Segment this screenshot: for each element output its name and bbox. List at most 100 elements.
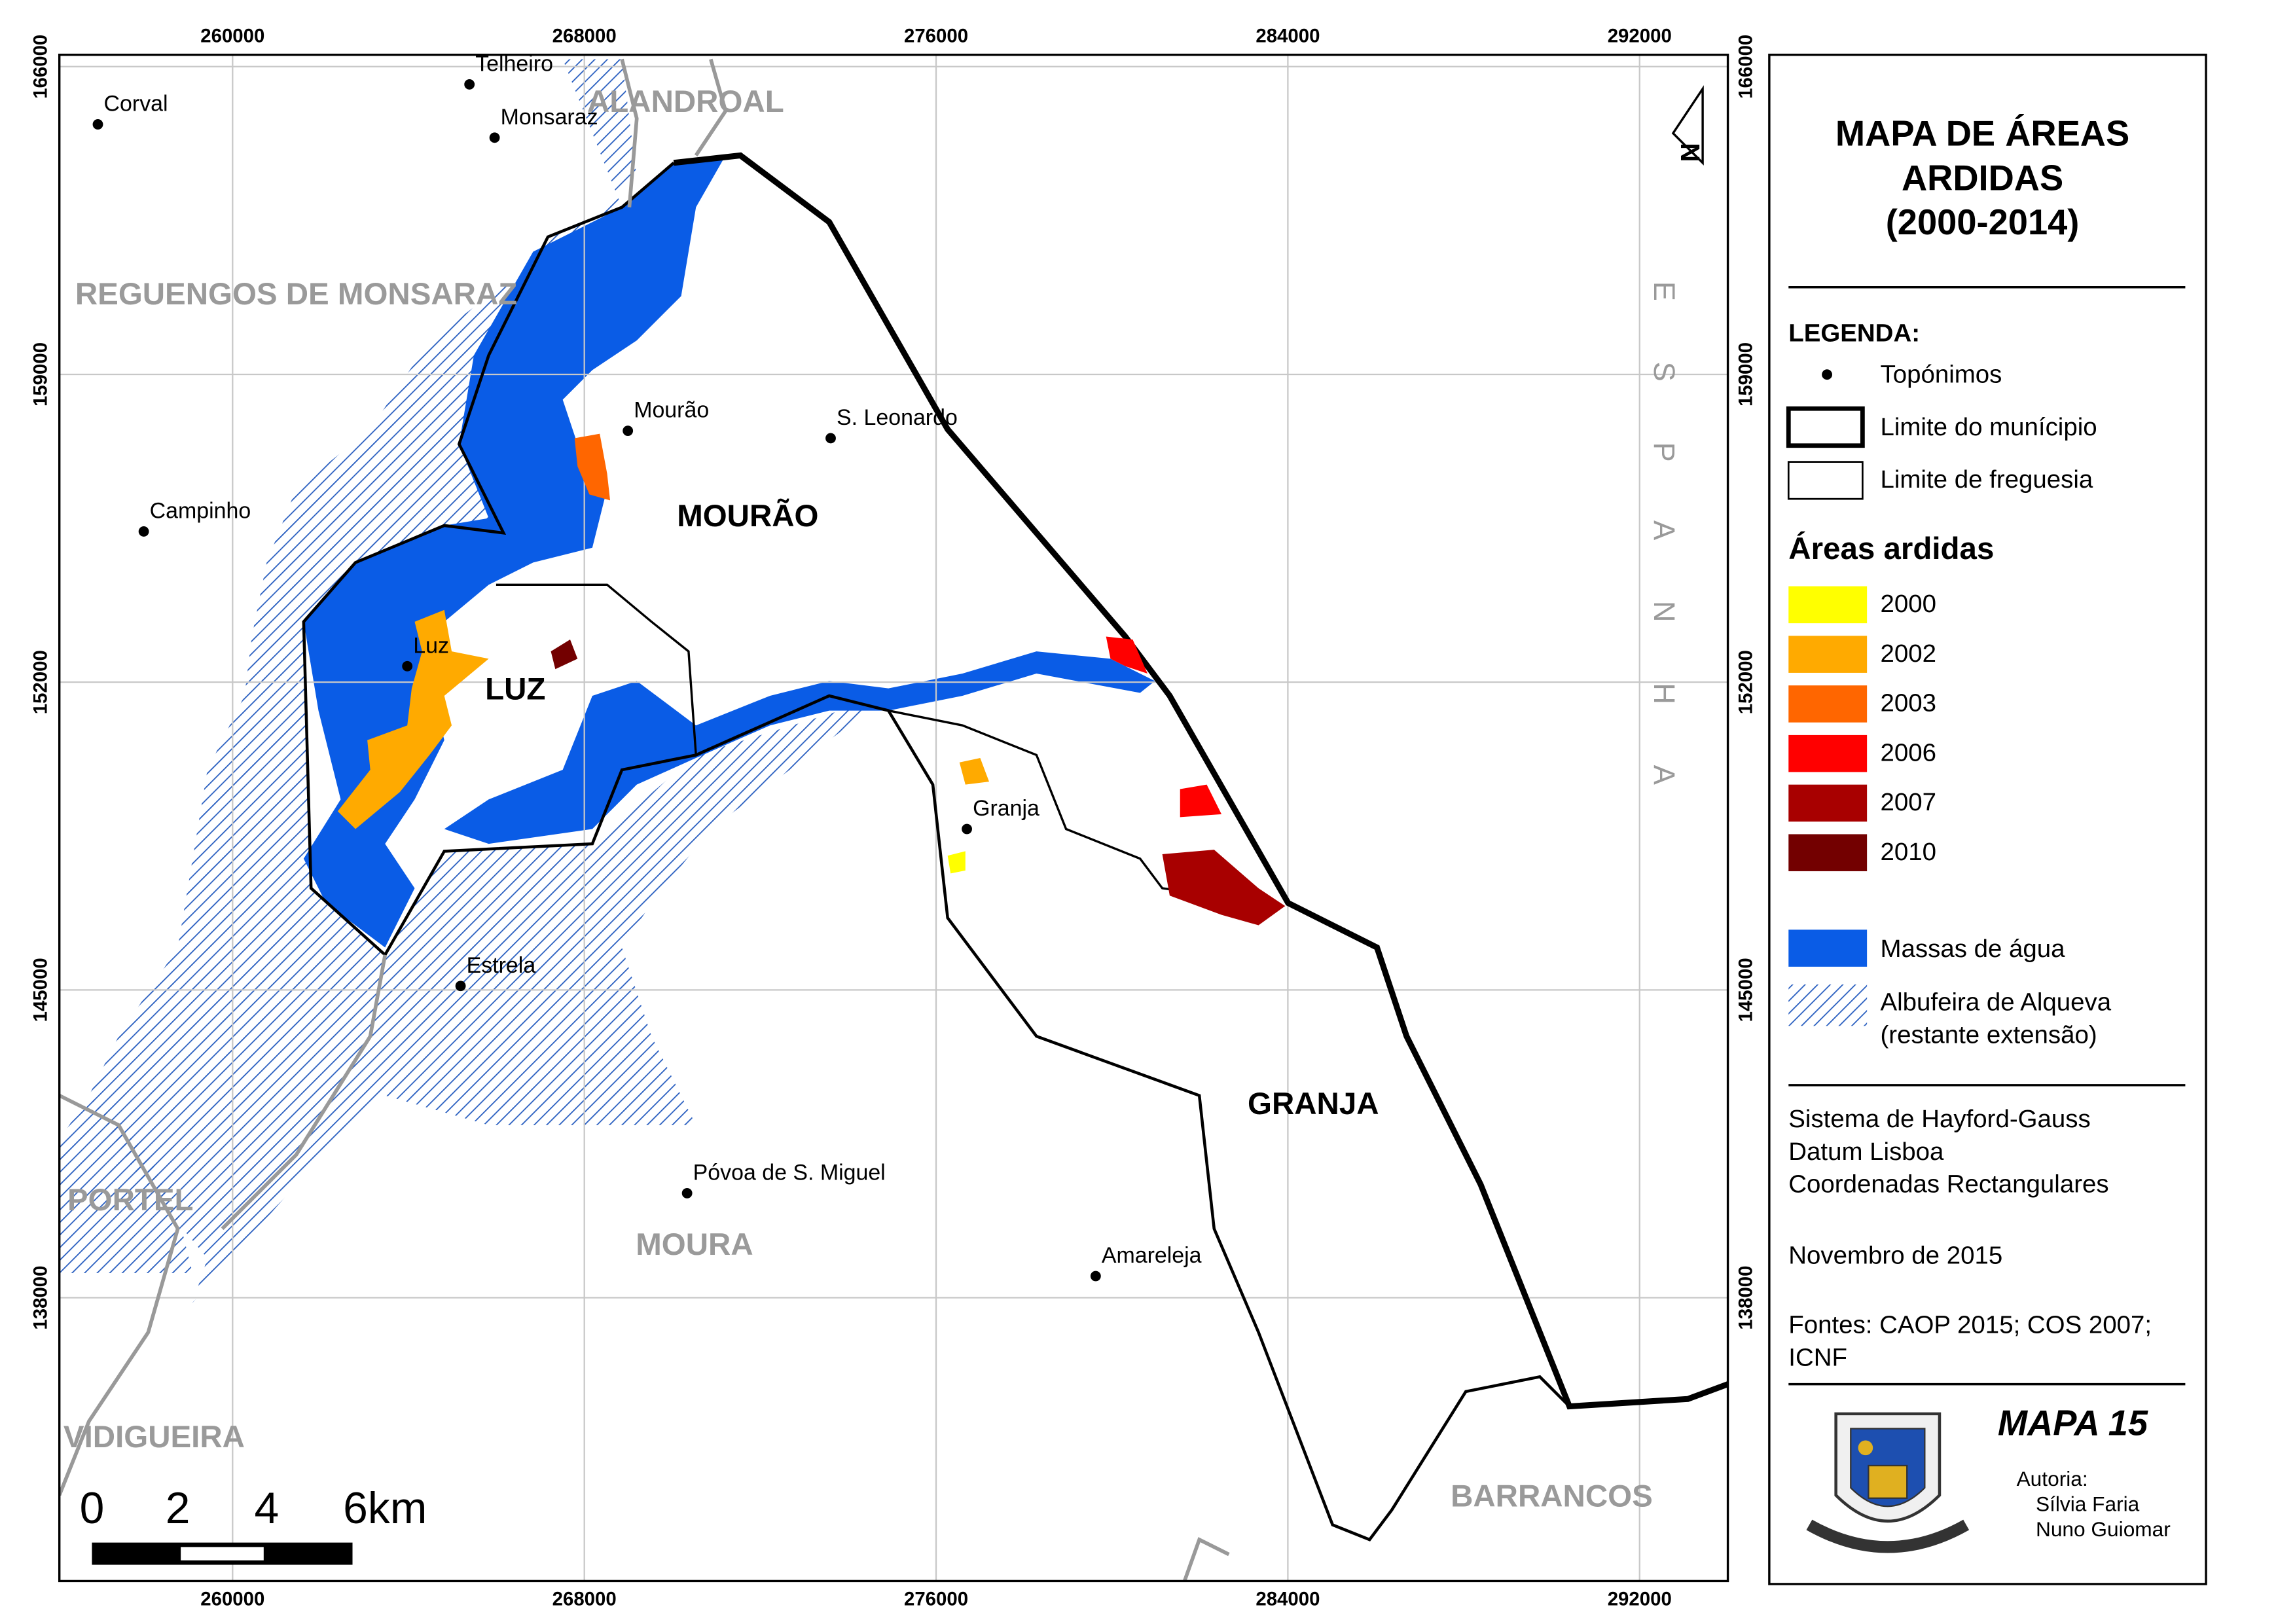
x-coord-label: 276000 — [904, 1589, 968, 1610]
author-name: Sílvia Faria — [2036, 1492, 2140, 1515]
burned-area — [1180, 784, 1222, 818]
north-arrow — [1671, 85, 1704, 166]
place-dot — [464, 79, 475, 90]
scale-bar — [92, 1542, 353, 1565]
author-name: Nuno Guiomar — [2036, 1517, 2171, 1541]
y-coord-label: 166000 — [1735, 35, 1757, 99]
parish-label: MOURÃO — [677, 497, 818, 533]
legend-label: 2002 — [1881, 640, 1937, 668]
legend-label: Topónimos — [1881, 361, 2002, 389]
projection-text: Datum Lisboa — [1788, 1138, 1944, 1166]
legend-label: Limite do munícipio — [1881, 413, 2097, 441]
legend-label: Albufeira de Alqueva — [1881, 988, 2112, 1017]
scale-label: 4 — [254, 1484, 279, 1533]
place-label: Póvoa de S. Miguel — [693, 1160, 886, 1185]
region-label: BARRANCOS — [1451, 1479, 1653, 1513]
y-coord-label: 138000 — [29, 1265, 51, 1329]
date-text: Novembro de 2015 — [1788, 1241, 2002, 1269]
y-coord-label: 166000 — [29, 35, 51, 99]
legend-label: 2010 — [1881, 838, 1937, 866]
reservoir-hatch — [88, 59, 889, 1303]
place-dot — [623, 425, 634, 437]
crest — [1806, 1412, 1970, 1553]
y-coord-label: 138000 — [1735, 1265, 1757, 1329]
place-dot — [455, 981, 466, 992]
y-coord-label: 152000 — [29, 650, 51, 714]
place-label: Estrela — [467, 953, 536, 978]
places: Corval Telheiro Monsaraz Mourão S. Leonardo C… — [63, 51, 1653, 1514]
legend-subheading: Áreas ardidas — [1788, 531, 1994, 566]
legend-parish-swatch — [1787, 461, 1864, 500]
place-label: Amareleja — [1102, 1243, 1202, 1268]
grid — [59, 54, 1728, 1581]
burned-area — [551, 640, 578, 670]
parish-label: GRANJA — [1248, 1087, 1379, 1121]
y-coord-label: 159000 — [29, 342, 51, 406]
legend-label: 2000 — [1881, 590, 1937, 618]
place-label: Luz — [413, 633, 449, 658]
place-label: Mourão — [634, 398, 709, 423]
y-coord-label: 152000 — [1735, 650, 1757, 714]
sources-text: ICNF — [1788, 1343, 1847, 1371]
legend-dot — [1822, 369, 1833, 380]
x-coord-label: 292000 — [1608, 25, 1672, 46]
neighbour-boundary — [59, 58, 1230, 1581]
municipality-boundary — [673, 152, 1728, 1410]
place-label: Granja — [973, 796, 1039, 821]
burned-areas — [337, 433, 1286, 926]
projection-text: Sistema de Hayford-Gauss — [1788, 1105, 2090, 1133]
parish-boundary — [888, 709, 1274, 905]
region-label: ALANDROAL — [587, 84, 784, 119]
burned-area — [1162, 850, 1286, 926]
burned-area — [337, 609, 489, 829]
region-label: PORTEL — [67, 1183, 194, 1218]
place-dot — [138, 526, 149, 537]
place-dot — [962, 823, 972, 835]
legend-heading: LEGENDA: — [1788, 319, 1920, 347]
burned-area — [574, 433, 611, 501]
legend-label: (restante extensão) — [1881, 1020, 2097, 1049]
place-dot — [489, 132, 500, 143]
burned-area — [947, 851, 966, 874]
reservoir-hatch — [59, 1095, 193, 1273]
place-label: Telheiro — [475, 51, 553, 76]
x-coord-label: 268000 — [552, 25, 617, 46]
x-coord-label: 292000 — [1608, 1589, 1672, 1610]
north-label: N — [1675, 143, 1705, 162]
x-coord-label: 284000 — [1256, 1589, 1320, 1610]
burned-area — [959, 757, 990, 785]
legend-title: MAPA DE ÁREAS — [1835, 113, 2129, 153]
legend-swatch — [1788, 636, 1868, 673]
x-coord-label: 260000 — [200, 1589, 264, 1610]
authorship-heading: Autoria: — [2017, 1467, 2088, 1490]
projection-text: Coordenadas Rectangulares — [1788, 1170, 2108, 1199]
region-label: REGUENGOS DE MONSARAZ — [75, 277, 517, 312]
place-label: Corval — [104, 92, 168, 117]
parish-boundary — [496, 583, 697, 755]
y-coord-label: 145000 — [29, 958, 51, 1022]
scale-label: 2 — [166, 1484, 190, 1533]
sources-text: Fontes: CAOP 2015; COS 2007; — [1788, 1311, 2152, 1339]
y-coord-label: 159000 — [1735, 342, 1757, 406]
legend-swatch — [1788, 586, 1868, 624]
legend-swatch — [1788, 984, 1868, 1026]
region-label: VIDIGUEIRA — [63, 1420, 245, 1454]
map-body: Corval Telheiro Monsaraz Mourão S. Leonardo C… — [59, 51, 1728, 1581]
x-coord-label: 260000 — [200, 25, 264, 46]
legend-label: 2007 — [1881, 788, 1937, 816]
place-dot — [681, 1187, 693, 1199]
place-dot — [825, 433, 836, 444]
burned-area — [1106, 636, 1148, 674]
map-number: MAPA 15 — [1998, 1403, 2148, 1443]
legend-swatch — [1788, 929, 1868, 967]
place-dot — [402, 660, 413, 672]
x-coord-label: 268000 — [552, 1589, 617, 1610]
legend-label: Massas de água — [1881, 935, 2066, 963]
legend-dividers — [1788, 286, 2186, 1386]
parish-label: LUZ — [485, 672, 545, 707]
place-label: S. Leonardo — [837, 405, 958, 430]
legend-label: 2006 — [1881, 738, 1937, 767]
x-coord-label: 276000 — [904, 25, 968, 46]
water-body — [444, 651, 1155, 844]
